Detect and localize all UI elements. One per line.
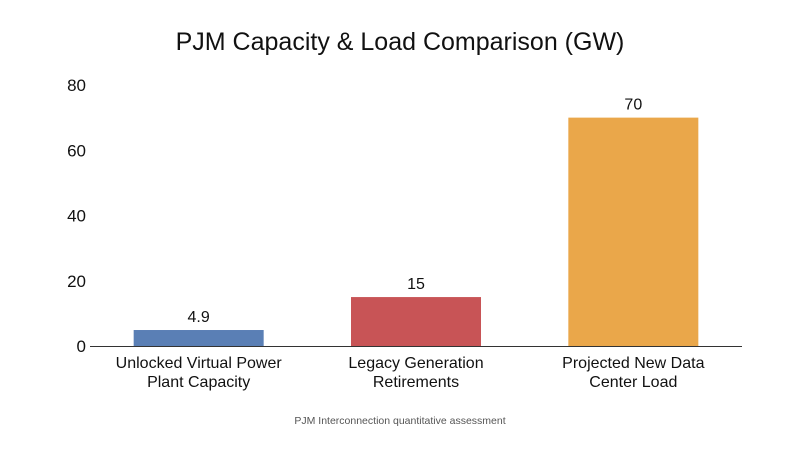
bar-value-label: 4.9 <box>188 309 210 326</box>
y-tick-label: 40 <box>67 207 86 226</box>
bar-value-label: 15 <box>407 276 425 293</box>
bar <box>568 117 699 346</box>
y-tick-label: 80 <box>67 76 86 95</box>
y-tick-label: 0 <box>77 337 86 356</box>
x-category-label: Retirements <box>373 374 459 391</box>
x-category-label: Legacy Generation <box>348 355 483 372</box>
chart-source: PJM Interconnection quantitative assessm… <box>294 415 505 427</box>
x-category-label: Plant Capacity <box>147 374 250 391</box>
bar-value-label: 70 <box>624 97 642 114</box>
x-category-label: Center Load <box>589 374 677 391</box>
x-category-label: Projected New Data <box>562 355 704 372</box>
bars-group <box>133 117 699 346</box>
y-tick-label: 20 <box>67 272 86 291</box>
y-tick-label: 60 <box>67 141 86 160</box>
chart-title: PJM Capacity & Load Comparison (GW) <box>176 28 625 56</box>
bar <box>351 297 481 346</box>
bar <box>133 330 264 346</box>
y-axis: 0 20 40 60 80 <box>67 76 86 356</box>
value-labels-group: 4.9 15 70 <box>188 97 643 326</box>
x-category-label: Unlocked Virtual Power <box>116 355 283 372</box>
x-axis: Unlocked Virtual Power Plant Capacity Lega… <box>90 346 742 391</box>
